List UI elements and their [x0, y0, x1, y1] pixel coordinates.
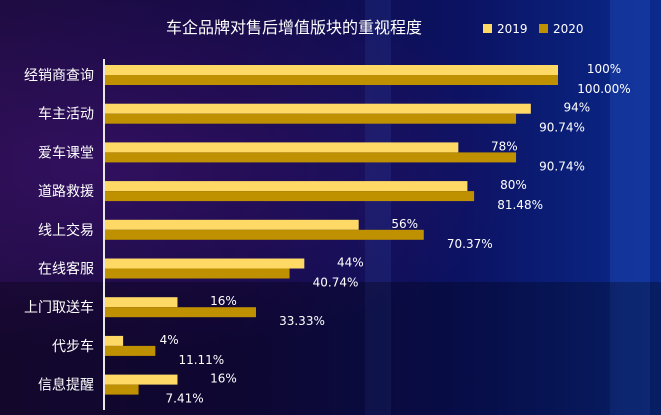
bar-2019: [105, 297, 178, 308]
category-label: 线上交易: [38, 222, 94, 239]
category-label: 在线客服: [38, 261, 94, 278]
bar-2019: [105, 65, 558, 75]
bar-2020: [105, 345, 156, 356]
bar-2019: [105, 219, 359, 230]
bar-2019: [105, 103, 531, 114]
bar-2020: [105, 268, 290, 279]
data-label-2019: 16%: [210, 372, 237, 386]
legend-label-2019: 2019: [497, 22, 528, 36]
data-label-2020: 90.74%: [539, 159, 585, 173]
legend-swatch-2019: [483, 24, 492, 33]
bar-2020: [105, 229, 424, 240]
data-label-2019: 78%: [491, 139, 518, 153]
data-label-2020: 33.33%: [279, 314, 325, 328]
category-label: 道路救援: [38, 184, 94, 200]
data-label-2019: 16%: [210, 294, 237, 308]
category-label: 车主活动: [38, 106, 94, 123]
data-label-2019: 94%: [563, 101, 590, 115]
data-label-2020: 90.74%: [539, 121, 585, 135]
bar-2019: [105, 181, 468, 192]
data-label-2020: 100.00%: [577, 82, 630, 96]
data-label-2019: 4%: [160, 333, 179, 347]
data-label-2019: 100%: [587, 62, 621, 76]
category-label: 上门取送车: [24, 299, 94, 316]
data-label-2019: 80%: [500, 178, 527, 192]
data-label-2020: 7.41%: [166, 392, 204, 406]
data-label-2019: 44%: [337, 256, 364, 270]
bar-2020: [105, 384, 139, 395]
bar-2020: [105, 307, 256, 318]
bar-2019: [105, 374, 178, 385]
category-label: 经销商查询: [24, 68, 94, 84]
data-label-2020: 40.74%: [313, 276, 359, 290]
data-label-2020: 11.11%: [178, 353, 224, 367]
bar-2020: [105, 75, 558, 85]
bar-2019: [105, 258, 305, 269]
legend: 2019 2020: [483, 22, 584, 36]
data-label-2020: 70.37%: [447, 237, 493, 251]
bar-2019: [105, 335, 124, 346]
legend-swatch-2020: [539, 24, 548, 33]
legend-label-2020: 2020: [553, 22, 584, 36]
bar-2020: [105, 113, 517, 124]
data-label-2019: 56%: [391, 217, 418, 231]
chart-title: 车企品牌对售后增值版块的重视程度: [166, 18, 422, 37]
bar-2020: [105, 191, 475, 202]
bar-2019: [105, 142, 459, 153]
background-light-band: [610, 0, 650, 415]
category-label: 爱车课堂: [38, 144, 94, 161]
bar-2020: [105, 152, 517, 163]
data-label-2020: 81.48%: [497, 198, 543, 212]
category-label: 信息提醒: [38, 377, 94, 394]
category-label: 代步车: [52, 338, 94, 355]
